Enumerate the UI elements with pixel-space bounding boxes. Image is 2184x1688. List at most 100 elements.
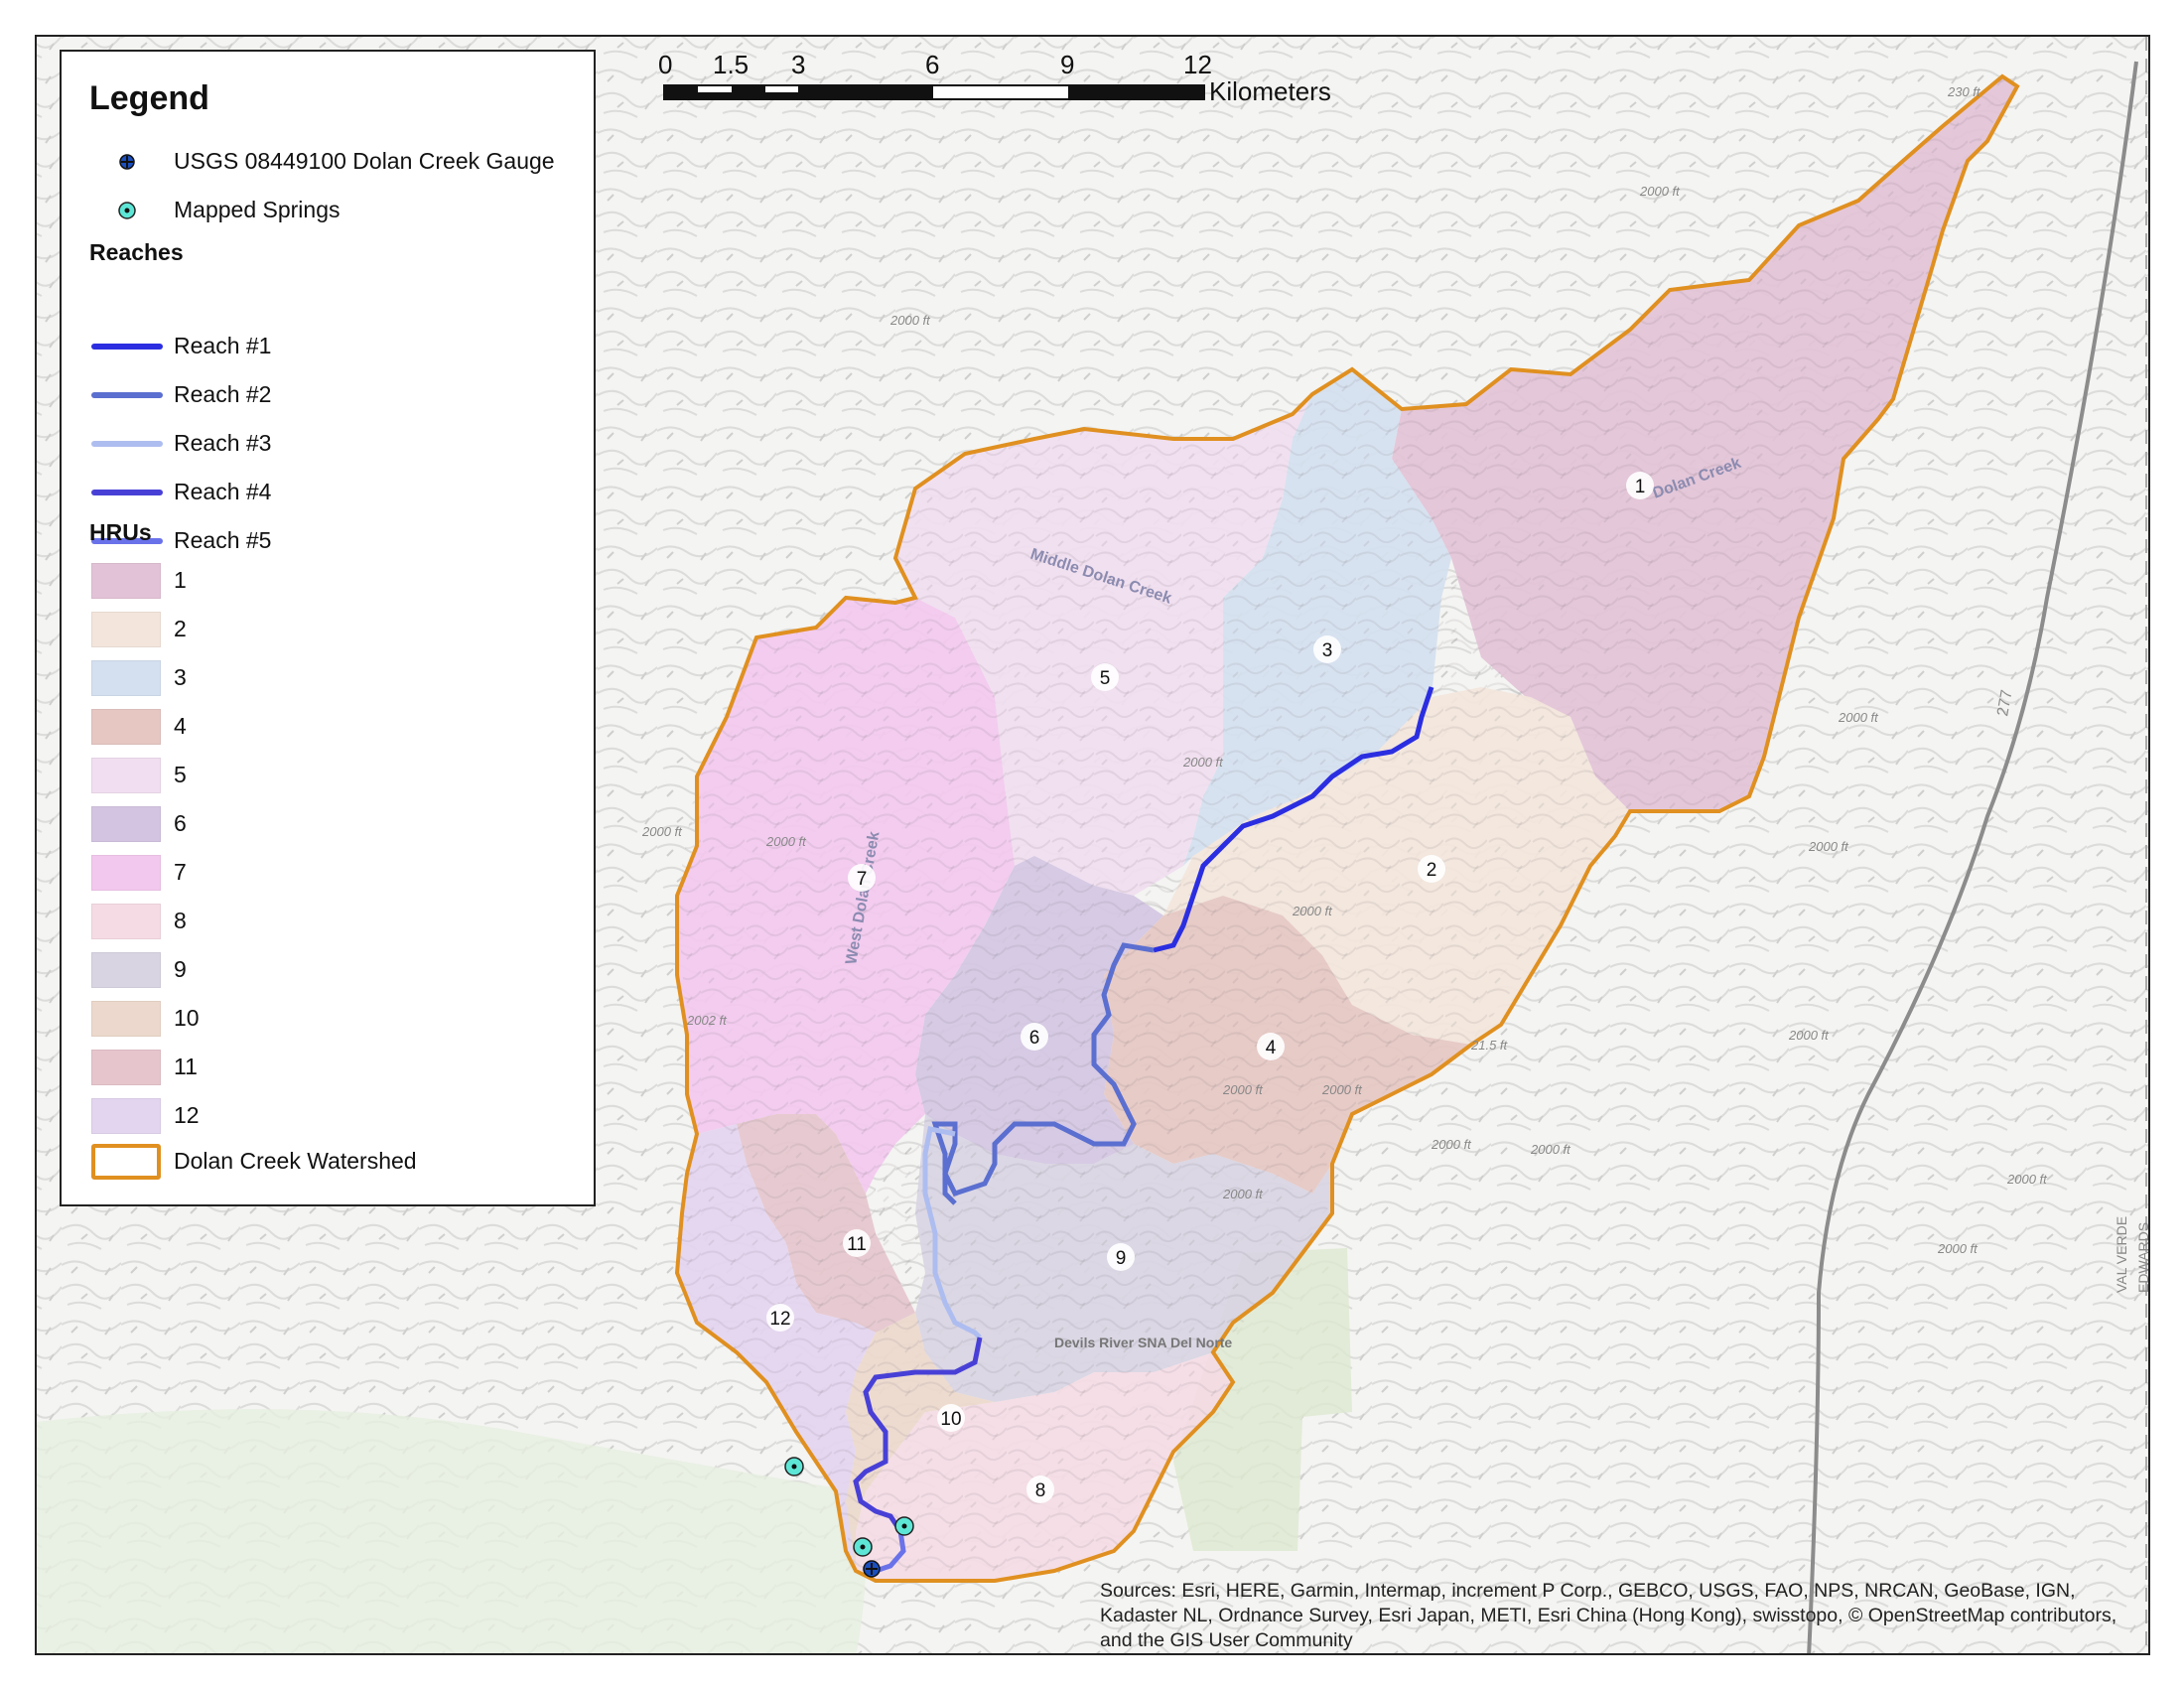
scale-bar: 0 1.5 3 6 9 12 Kilometers <box>658 50 1358 109</box>
road-shield-label: 277 <box>1994 688 2015 717</box>
legend-hru-label: 2 <box>174 616 187 641</box>
legend-item-reach: Reach #2 <box>89 377 586 417</box>
hru-color-swatch-icon <box>91 952 161 988</box>
scale-tick-label: 1.5 <box>713 50 750 79</box>
legend-hru-label: 5 <box>174 762 187 787</box>
legend-reach-label: Reach #1 <box>174 333 272 358</box>
scale-tick-label: 3 <box>791 50 806 79</box>
hru-number-badge: 3 <box>1313 635 1341 663</box>
legend-item-reach: Reach #3 <box>89 426 586 466</box>
hru-number-label: 7 <box>857 869 868 890</box>
legend-reach-label: Reach #3 <box>174 430 272 456</box>
watershed-swatch-icon <box>91 1144 161 1180</box>
svg-text:2000 ft: 2000 ft <box>1182 755 1224 770</box>
highway-road <box>1807 61 2138 1653</box>
county-label-val-verde: VAL VERDE <box>2114 1216 2129 1293</box>
hru-number-label: 3 <box>1322 640 1333 661</box>
reach-1-line[interactable] <box>1153 686 1434 953</box>
hru-number-badge: 11 <box>843 1229 871 1257</box>
legend-reach-label: Reach #5 <box>174 527 272 553</box>
legend-hrus-heading: HRUs <box>89 519 152 545</box>
legend-item-springs: Mapped Springs <box>89 193 586 232</box>
map-canvas[interactable]: 277 VAL VERDE EDWARDS <box>37 37 2150 1655</box>
scale-bar-graphic <box>663 84 1205 100</box>
hru-number-badge: 6 <box>1021 1023 1048 1051</box>
hru-number-badge: 8 <box>1026 1476 1054 1503</box>
hru-number-badge: 5 <box>1091 663 1119 691</box>
spring-marker[interactable] <box>784 1457 804 1477</box>
spring-marker[interactable] <box>894 1516 914 1536</box>
legend-item-hru: 6 <box>89 806 586 846</box>
hru-number-label: 1 <box>1635 477 1646 497</box>
reach-2-line[interactable] <box>931 942 1155 1205</box>
reach-line-swatch-icon <box>91 490 163 495</box>
legend-item-hru: 10 <box>89 1001 586 1041</box>
svg-text:2000 ft: 2000 ft <box>1321 1082 1363 1097</box>
elevation-labels: 230 ft 2000 ft 2000 ft 2000 ft 2000 ft 2… <box>641 84 2048 1256</box>
legend-item-hru: 7 <box>89 855 586 895</box>
legend-item-gauge: USGS 08449100 Dolan Creek Gauge <box>89 144 586 184</box>
hru-number-badge: 12 <box>766 1304 794 1332</box>
svg-text:2000 ft: 2000 ft <box>1292 904 1333 918</box>
legend-watershed-label: Dolan Creek Watershed <box>174 1148 417 1174</box>
legend-hru-label: 3 <box>174 664 187 690</box>
scale-tick-label: 6 <box>925 50 940 79</box>
hru-number-badge: 9 <box>1107 1243 1135 1271</box>
hru-color-swatch-icon <box>91 806 161 842</box>
reach-3-line[interactable] <box>922 1126 982 1339</box>
hru-color-swatch-icon <box>91 1050 161 1085</box>
scale-tick-label: 9 <box>1060 50 1075 79</box>
map-frame[interactable]: 277 VAL VERDE EDWARDS <box>35 35 2150 1655</box>
legend-hru-label: 6 <box>174 810 187 836</box>
mapped-springs <box>784 1457 914 1557</box>
reach-4-line[interactable] <box>853 1336 983 1533</box>
hru-number-label: 9 <box>1116 1248 1127 1269</box>
scale-tick-label: 0 <box>658 50 673 79</box>
hru-number-label: 10 <box>940 1409 961 1430</box>
dolan-creek-watershed-boundary[interactable] <box>674 73 2020 1583</box>
hru-color-swatch-icon <box>91 904 161 939</box>
hru-number-label: 8 <box>1035 1480 1046 1501</box>
legend-item-watershed: Dolan Creek Watershed <box>89 1144 586 1184</box>
hru-color-swatch-icon <box>91 1001 161 1037</box>
legend-reaches-heading: Reaches <box>89 239 184 265</box>
hru-color-swatch-icon <box>91 855 161 891</box>
legend-gauge-label: USGS 08449100 Dolan Creek Gauge <box>174 148 555 174</box>
svg-text:230 ft: 230 ft <box>1947 84 1981 99</box>
svg-text:21.5 ft: 21.5 ft <box>1470 1038 1509 1053</box>
legend-item-reach: Reach #1 <box>89 329 586 368</box>
spring-marker[interactable] <box>853 1537 873 1557</box>
state-natural-area <box>1173 1248 1352 1551</box>
hru-color-swatch-icon <box>91 758 161 793</box>
legend-hru-label: 8 <box>174 908 187 933</box>
svg-text:2000 ft: 2000 ft <box>1222 1187 1264 1201</box>
legend-item-hru: 3 <box>89 660 586 700</box>
hru-number-label: 11 <box>847 1234 867 1255</box>
hru-number-label: 2 <box>1427 860 1437 881</box>
svg-text:2000 ft: 2000 ft <box>1808 839 1849 854</box>
hru-number-label: 6 <box>1029 1028 1040 1049</box>
legend-reach-label: Reach #4 <box>174 479 272 504</box>
hru-color-swatch-icon <box>91 1098 161 1134</box>
reach-line-swatch-icon <box>91 441 163 447</box>
usgs-gauge-marker[interactable] <box>863 1560 881 1578</box>
legend-item-reach: Reach #5 <box>89 523 586 563</box>
svg-text:2000 ft: 2000 ft <box>1838 710 1879 725</box>
legend-item-hru: 4 <box>89 709 586 749</box>
legend-hru-label: 11 <box>174 1054 198 1079</box>
scale-unit-label: Kilometers <box>1209 76 1331 106</box>
legend-panel: Legend USGS 08449100 Dolan Creek Gauge M… <box>60 50 596 1206</box>
legend-item-reach: Reach #4 <box>89 475 586 514</box>
hru-number-badge: 2 <box>1418 855 1445 883</box>
legend-springs-label: Mapped Springs <box>174 197 341 222</box>
hru-number-label: 4 <box>1266 1038 1277 1058</box>
legend-hru-label: 10 <box>174 1005 200 1031</box>
legend-item-hru: 12 <box>89 1098 586 1138</box>
gauge-symbol-icon <box>119 154 135 170</box>
svg-text:2000 ft: 2000 ft <box>889 313 931 328</box>
hru-color-swatch-icon <box>91 660 161 696</box>
svg-text:2000 ft: 2000 ft <box>2006 1172 2048 1187</box>
hru-color-swatch-icon <box>91 709 161 745</box>
legend-item-hru: 11 <box>89 1050 586 1089</box>
